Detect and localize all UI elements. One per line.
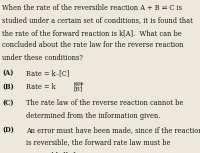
Text: under these conditions?: under these conditions? — [2, 54, 83, 62]
Text: An error must have been made, since if the reaction: An error must have been made, since if t… — [26, 126, 200, 134]
Text: (C): (C) — [2, 99, 14, 107]
Text: [B]: [B] — [73, 87, 82, 92]
Text: When the rate of the reversible reaction A + B ⇌ C is: When the rate of the reversible reaction… — [2, 4, 182, 12]
Text: (D): (D) — [2, 126, 14, 134]
Text: the rate of the forward reaction is k[A].  What can be: the rate of the forward reaction is k[A]… — [2, 29, 182, 37]
Text: is reversible, the forward rate law must be: is reversible, the forward rate law must… — [26, 138, 170, 146]
Text: (A): (A) — [2, 69, 13, 77]
Text: [C]: [C] — [73, 81, 82, 86]
Text: The rate law of the reverse reaction cannot be: The rate law of the reverse reaction can… — [26, 99, 183, 107]
Text: (B): (B) — [2, 83, 14, 91]
Text: determined from the information given.: determined from the information given. — [26, 112, 160, 120]
Text: Rate = k: Rate = k — [26, 83, 56, 91]
Text: concluded about the rate law for the reverse reaction: concluded about the rate law for the rev… — [2, 41, 183, 49]
Text: Rate = k₋[C]: Rate = k₋[C] — [26, 69, 69, 77]
Text: studied under a certain set of conditions, it is found that: studied under a certain set of condition… — [2, 16, 193, 24]
Text: Rate = k[A][B].: Rate = k[A][B]. — [26, 151, 78, 153]
